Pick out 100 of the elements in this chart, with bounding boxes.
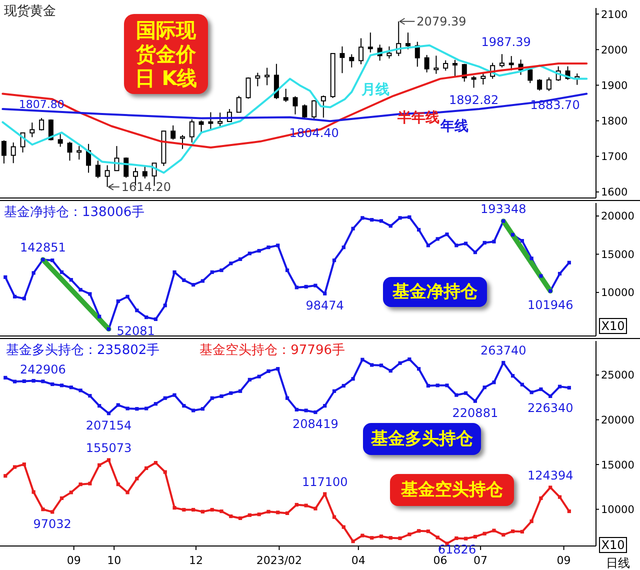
candlestick bbox=[292, 96, 298, 115]
series-label: 基金多头持仓：235802手 bbox=[6, 342, 160, 359]
annotation: 207154 bbox=[86, 418, 132, 432]
text: X10 bbox=[601, 319, 625, 334]
candlestick bbox=[340, 46, 345, 74]
candlestick bbox=[218, 112, 223, 127]
candlestick bbox=[58, 132, 63, 148]
annotation: 52081 bbox=[116, 324, 155, 338]
y-tick-label: 1600 bbox=[601, 186, 628, 199]
annotation: 117100 bbox=[302, 474, 348, 489]
candlestick bbox=[1, 140, 6, 164]
candlestick bbox=[198, 120, 204, 134]
candlestick bbox=[480, 72, 486, 85]
y-tick-label: 1800 bbox=[601, 116, 628, 128]
annotation: 1807.80 bbox=[18, 98, 64, 112]
y-tick-label: 20000 bbox=[601, 210, 634, 223]
candlestick bbox=[246, 76, 251, 100]
x-tick-label: 12 bbox=[188, 554, 203, 567]
candlestick bbox=[76, 146, 82, 160]
candlestick bbox=[320, 95, 326, 118]
series-label: 月线 bbox=[360, 82, 390, 98]
candlestick bbox=[312, 100, 317, 120]
x-tick-label: 04 bbox=[351, 554, 366, 567]
candlestick bbox=[86, 143, 92, 174]
candlestick bbox=[471, 75, 476, 88]
candlestick bbox=[170, 124, 176, 140]
annotation: 61826 bbox=[438, 542, 476, 556]
candlestick bbox=[30, 122, 35, 138]
y-tick-label: 10000 bbox=[601, 504, 634, 516]
annotation: 基金空头持仓 bbox=[401, 480, 503, 500]
annotation: 1892.82 bbox=[449, 92, 499, 107]
candlestick bbox=[39, 118, 44, 131]
annotation: 226340 bbox=[527, 401, 574, 416]
candlestick bbox=[546, 76, 552, 92]
annotation: 2079.39 bbox=[416, 14, 466, 28]
candlestick bbox=[67, 141, 72, 162]
annotation: 220881 bbox=[452, 406, 498, 420]
annotation: 1804.40 bbox=[289, 126, 339, 140]
candlestick bbox=[499, 54, 504, 68]
annotation: 基金净持仓 bbox=[392, 282, 478, 302]
candlestick bbox=[95, 160, 100, 179]
annotation: 142851 bbox=[20, 240, 66, 255]
annotation: 208419 bbox=[292, 417, 338, 432]
candlestick bbox=[274, 63, 279, 100]
y-tick-label: 2100 bbox=[601, 8, 628, 21]
x-tick-label: 10 bbox=[107, 554, 122, 567]
x-tick-label: 06 bbox=[433, 554, 448, 567]
x-tick-label: 09 bbox=[556, 554, 571, 567]
chart-title: 现货黄金 bbox=[4, 2, 56, 20]
text: X10 bbox=[601, 538, 625, 552]
candlestick bbox=[368, 32, 373, 53]
annotation: 1614.20 bbox=[121, 180, 172, 194]
candlestick bbox=[528, 68, 533, 84]
text: 基金空头持仓：97796手 bbox=[200, 342, 345, 359]
candlestick bbox=[180, 134, 185, 150]
candlestick bbox=[189, 118, 194, 143]
candlestick bbox=[452, 59, 458, 77]
annotation: 242906 bbox=[20, 362, 66, 376]
annotation: 基金多头持仓 bbox=[371, 428, 473, 450]
candlestick bbox=[142, 164, 148, 179]
annotation: 263740 bbox=[480, 344, 526, 358]
x-tick-label: 09 bbox=[66, 554, 81, 567]
candlestick bbox=[349, 54, 354, 68]
candlestick bbox=[283, 88, 288, 102]
annotation: 101946 bbox=[527, 298, 574, 312]
chart-title: 基金净持仓：138006手 bbox=[4, 203, 145, 221]
y-tick-label: 20000 bbox=[601, 414, 634, 427]
annotation: 97032 bbox=[33, 516, 72, 531]
annotation: 98474 bbox=[306, 298, 344, 313]
annotation: 国际现货金价日 K线 bbox=[134, 18, 198, 90]
candlestick bbox=[255, 72, 260, 87]
series-label: 年线 bbox=[439, 118, 468, 134]
y-tick-label: 1700 bbox=[601, 151, 628, 164]
y-tick-label: 15000 bbox=[601, 459, 634, 472]
series-label: 半年线 bbox=[396, 110, 440, 126]
y-tick-label: 15000 bbox=[601, 248, 634, 261]
candlestick bbox=[264, 67, 270, 86]
y-tick-label: 25000 bbox=[601, 370, 634, 382]
x-tick-label: 07 bbox=[474, 554, 488, 567]
y-tick-label: 2000 bbox=[601, 44, 628, 56]
candlestick bbox=[537, 78, 542, 92]
annotation: 155073 bbox=[86, 440, 132, 455]
candlestick bbox=[358, 38, 364, 65]
candlestick bbox=[236, 95, 242, 113]
text: 日线 bbox=[606, 556, 630, 570]
y-tick-label: 10000 bbox=[601, 287, 634, 300]
candlestick bbox=[208, 112, 214, 131]
candlestick bbox=[443, 60, 448, 72]
annotation: 193348 bbox=[480, 202, 526, 216]
annotation: 124394 bbox=[527, 468, 574, 482]
candlestick bbox=[386, 46, 392, 60]
candlestick bbox=[406, 32, 411, 50]
candlestick bbox=[424, 54, 430, 73]
candlestick bbox=[302, 104, 308, 119]
candlestick bbox=[10, 142, 16, 164]
x-tick-label: 2023/02 bbox=[256, 554, 302, 567]
candlestick bbox=[104, 164, 110, 188]
candlestick bbox=[508, 56, 514, 71]
annotation: 1987.39 bbox=[481, 35, 531, 50]
y-tick-label: 1900 bbox=[601, 80, 628, 92]
